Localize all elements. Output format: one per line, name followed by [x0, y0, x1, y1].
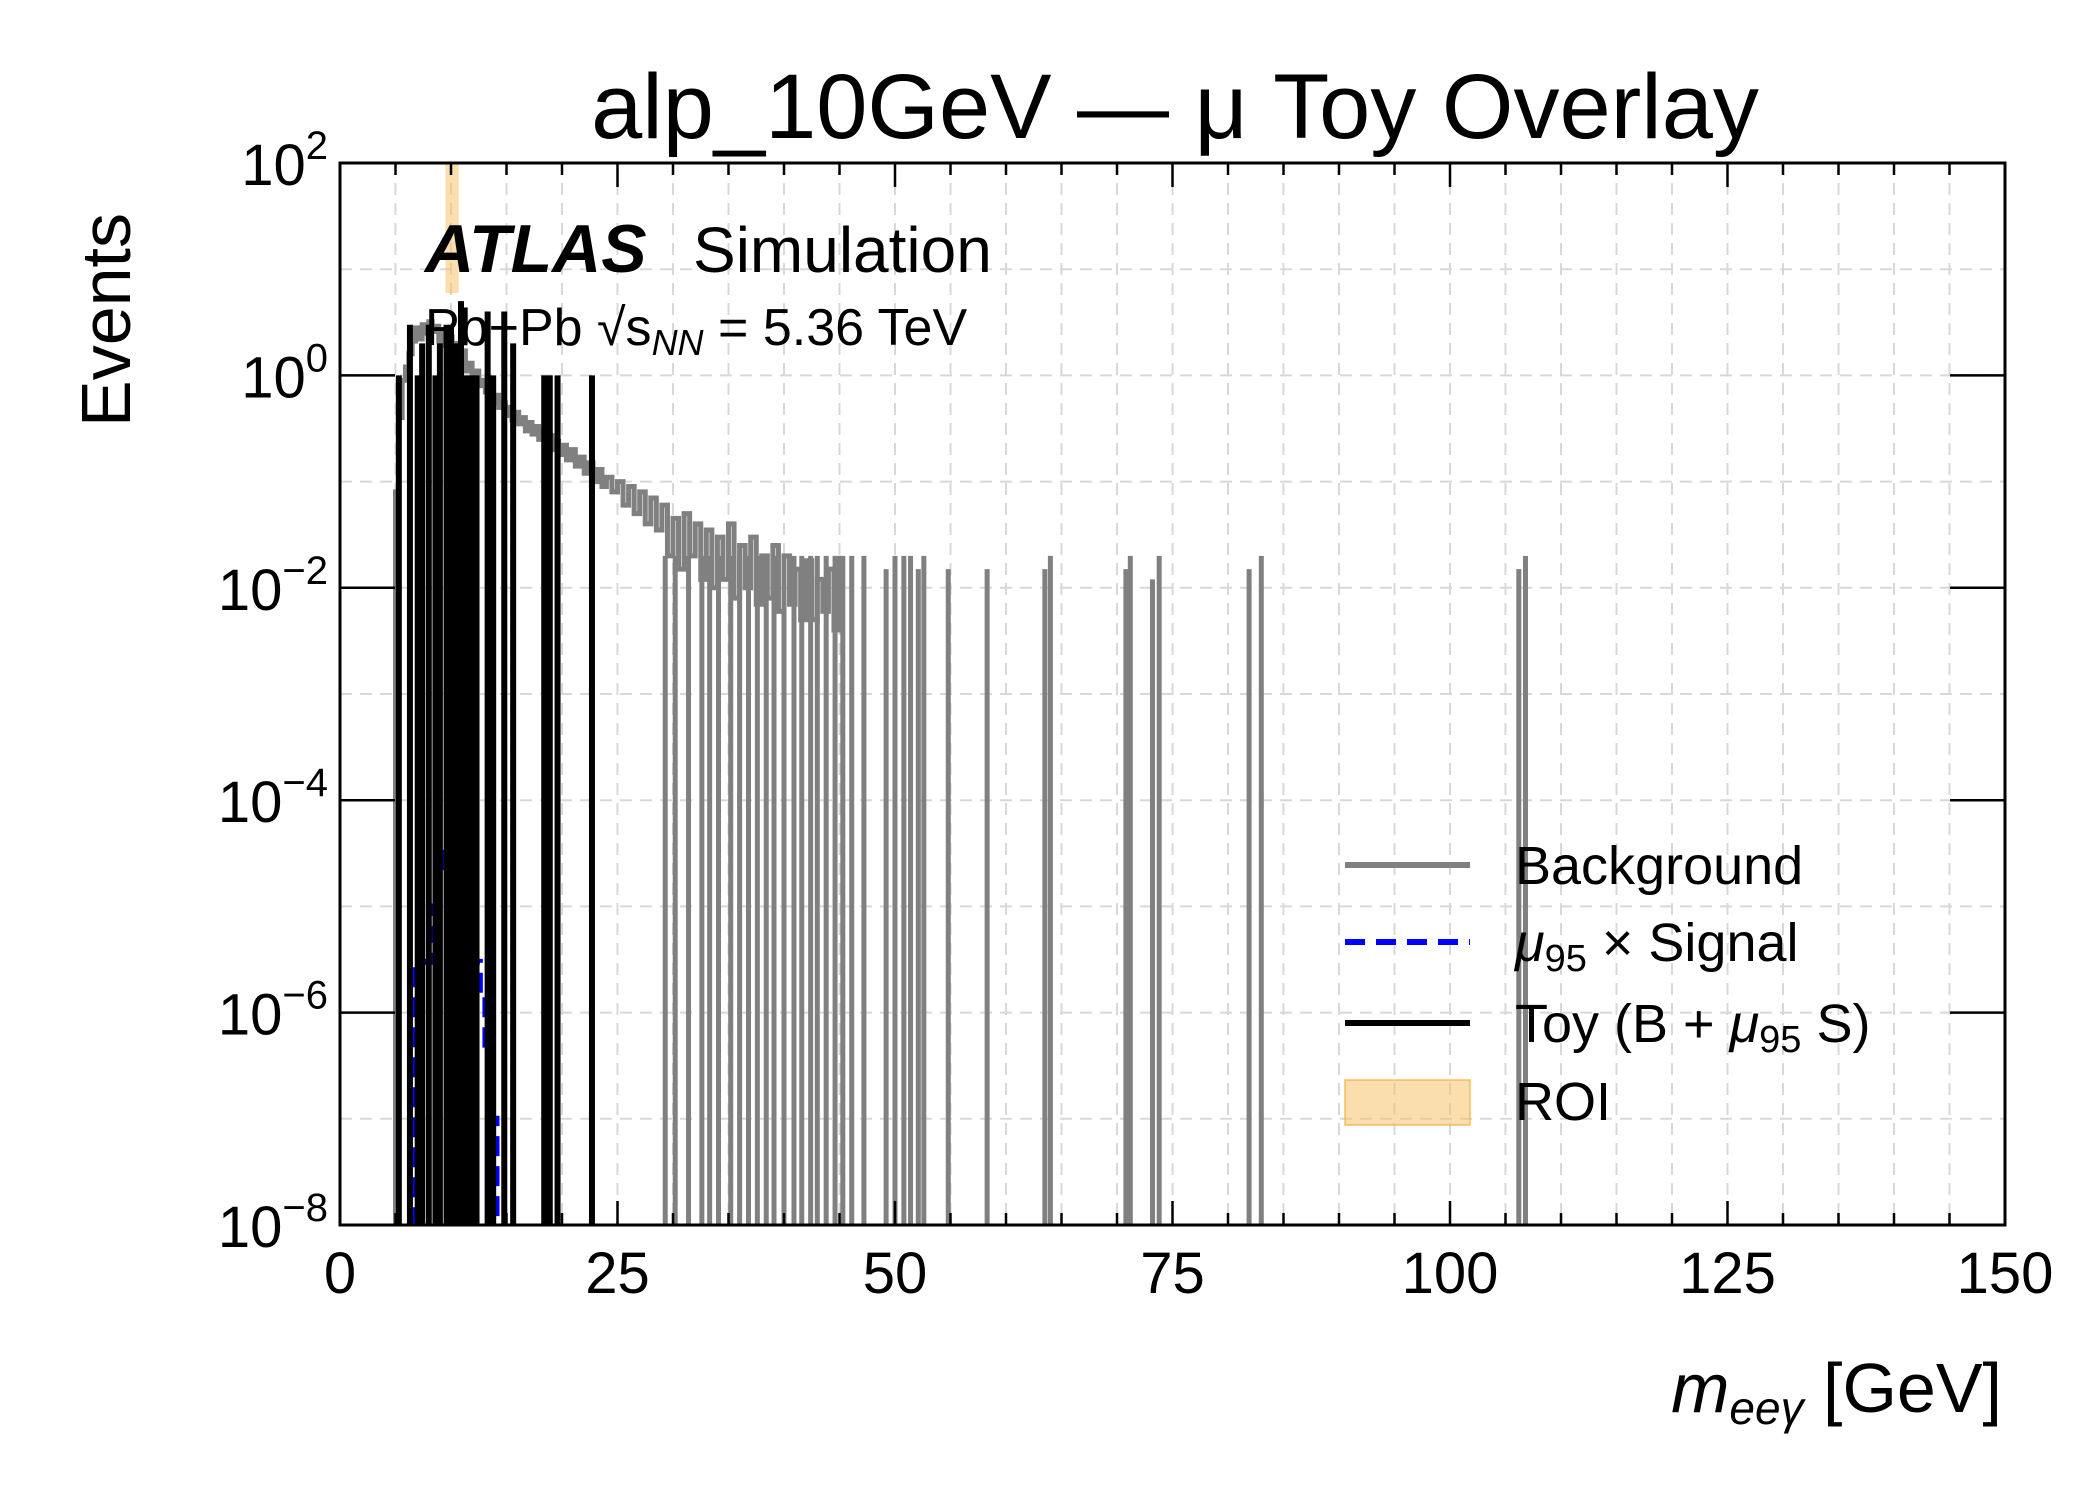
energy-label: Pb+Pb √sNN = 5.36 TeV: [425, 299, 967, 363]
x-tick-label: 25: [585, 1241, 650, 1306]
legend-label-signal: μ95 × Signal: [1513, 913, 1799, 980]
x-tick-label: 150: [1957, 1241, 2054, 1306]
experiment-label: ATLAS Simulation Pb+Pb √sNN = 5.36 TeV: [423, 211, 992, 363]
legend-swatch-roi: [1344, 1079, 1471, 1126]
x-axis-label: meeγ [GeV]: [1671, 1349, 2002, 1434]
y-tick-label: 10−6: [218, 974, 328, 1048]
x-tick-label: 100: [1402, 1241, 1499, 1306]
x-axis-label-unit: [GeV]: [1804, 1349, 2002, 1427]
chart-title: alp_10GeV — μ Toy Overlay: [591, 56, 1759, 158]
x-tick-label: 125: [1679, 1241, 1776, 1306]
y-tick-exponent: −8: [282, 1186, 328, 1230]
y-tick-base: 10: [218, 983, 283, 1048]
plot-frame: [338, 161, 2007, 1227]
y-tick-exponent: −6: [282, 974, 328, 1018]
x-tick-label: 0: [324, 1241, 356, 1306]
y-tick-label: 102: [241, 124, 328, 198]
legend-label-toy: Toy (B + μ95 S): [1515, 994, 1870, 1061]
legend-signal-sub: 95: [1545, 938, 1587, 980]
atlas-label: ATLAS: [423, 211, 647, 287]
roi-band-layer: [445, 163, 459, 293]
y-tick-base: 10: [241, 345, 306, 410]
y-tick-exponent: −2: [282, 549, 328, 593]
y-axis-label: Events: [67, 213, 145, 427]
roi-band: [445, 163, 459, 293]
y-tick-label: 100: [241, 336, 328, 410]
legend-toy-sub: 95: [1759, 1019, 1801, 1061]
legend-toy-post: S): [1801, 994, 1870, 1054]
y-tick-base: 10: [218, 1195, 283, 1260]
x-axis-label-sub: eeγ: [1729, 1382, 1806, 1434]
legend: Background μ95 × Signal Toy (B + μ95 S) …: [1344, 836, 1870, 1132]
legend-label-background: Background: [1515, 836, 1803, 896]
legend-toy-mu: μ: [1728, 994, 1760, 1054]
x-tick-label: 75: [1140, 1241, 1205, 1306]
y-tick-label: 10−8: [218, 1186, 328, 1260]
y-tick-exponent: 0: [306, 336, 328, 380]
energy-label-value: = 5.36 TeV: [704, 299, 968, 357]
simulation-label: Simulation: [693, 214, 992, 286]
y-tick-exponent: 2: [306, 124, 328, 168]
x-tick-label: 50: [863, 1241, 928, 1306]
energy-label-prefix: Pb+Pb √s: [425, 299, 652, 357]
y-tick-base: 10: [241, 133, 306, 198]
legend-toy-pre: Toy (B +: [1515, 994, 1730, 1054]
y-tick-label: 10−4: [218, 761, 328, 835]
grid: [340, 163, 2005, 1225]
legend-label-roi: ROI: [1515, 1072, 1611, 1132]
x-axis-label-var: m: [1671, 1349, 1729, 1427]
y-tick-base: 10: [218, 558, 283, 623]
energy-label-sub: NN: [652, 322, 705, 363]
y-tick-base: 10: [218, 770, 283, 835]
series-layer: [393, 301, 1528, 1225]
y-tick-label: 10−2: [218, 549, 328, 623]
y-tick-exponent: −4: [282, 761, 328, 805]
legend-signal-rest: × Signal: [1587, 913, 1799, 973]
legend-signal-mu: μ: [1513, 913, 1545, 973]
